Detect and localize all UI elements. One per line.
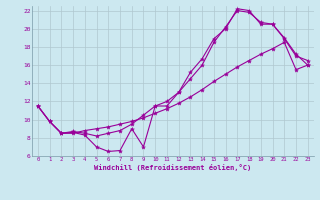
X-axis label: Windchill (Refroidissement éolien,°C): Windchill (Refroidissement éolien,°C) — [94, 164, 252, 171]
